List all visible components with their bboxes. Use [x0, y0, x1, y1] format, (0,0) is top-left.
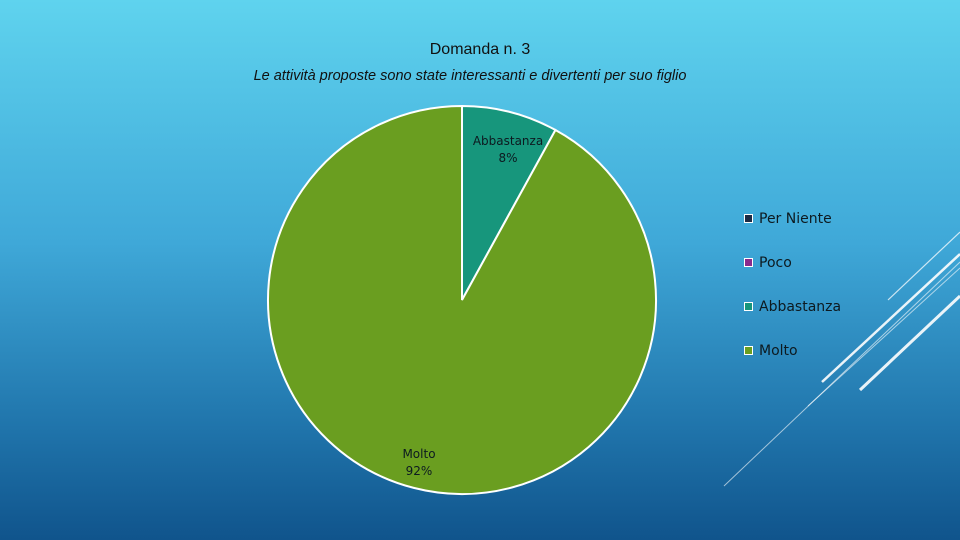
- legend-swatch-molto: [744, 346, 753, 355]
- data-label-abbastanza-value: 8%: [498, 151, 518, 165]
- legend-label-poco: Poco: [759, 255, 792, 271]
- legend-swatch-poco: [744, 258, 753, 267]
- legend-swatch-abbastanza: [744, 302, 753, 311]
- legend-item-molto: Molto: [744, 342, 841, 386]
- pie-slice-molto: [267, 104, 657, 495]
- legend-label-molto: Molto: [759, 343, 798, 359]
- legend-item-per-niente: Per Niente: [744, 210, 841, 254]
- pie-slice-abbastanza: [461, 104, 557, 301]
- legend: Per Niente Poco Abbastanza Molto: [744, 210, 841, 386]
- data-label-molto: Molto 92%: [392, 446, 446, 480]
- legend-swatch-per-niente: [744, 214, 753, 223]
- data-label-molto-value: 92%: [405, 464, 433, 478]
- chart-subtitle: Le attività proposte sono state interess…: [253, 68, 687, 84]
- legend-item-poco: Poco: [744, 254, 841, 298]
- legend-label-abbastanza: Abbastanza: [759, 299, 842, 315]
- data-label-molto-category: Molto: [402, 447, 436, 461]
- legend-item-abbastanza: Abbastanza: [744, 298, 841, 342]
- data-label-abbastanza-category: Abbastanza: [472, 134, 544, 148]
- legend-label-per-niente: Per Niente: [759, 211, 832, 227]
- chart-title: Domanda n. 3: [429, 41, 531, 58]
- data-label-abbastanza: Abbastanza 8%: [466, 133, 550, 167]
